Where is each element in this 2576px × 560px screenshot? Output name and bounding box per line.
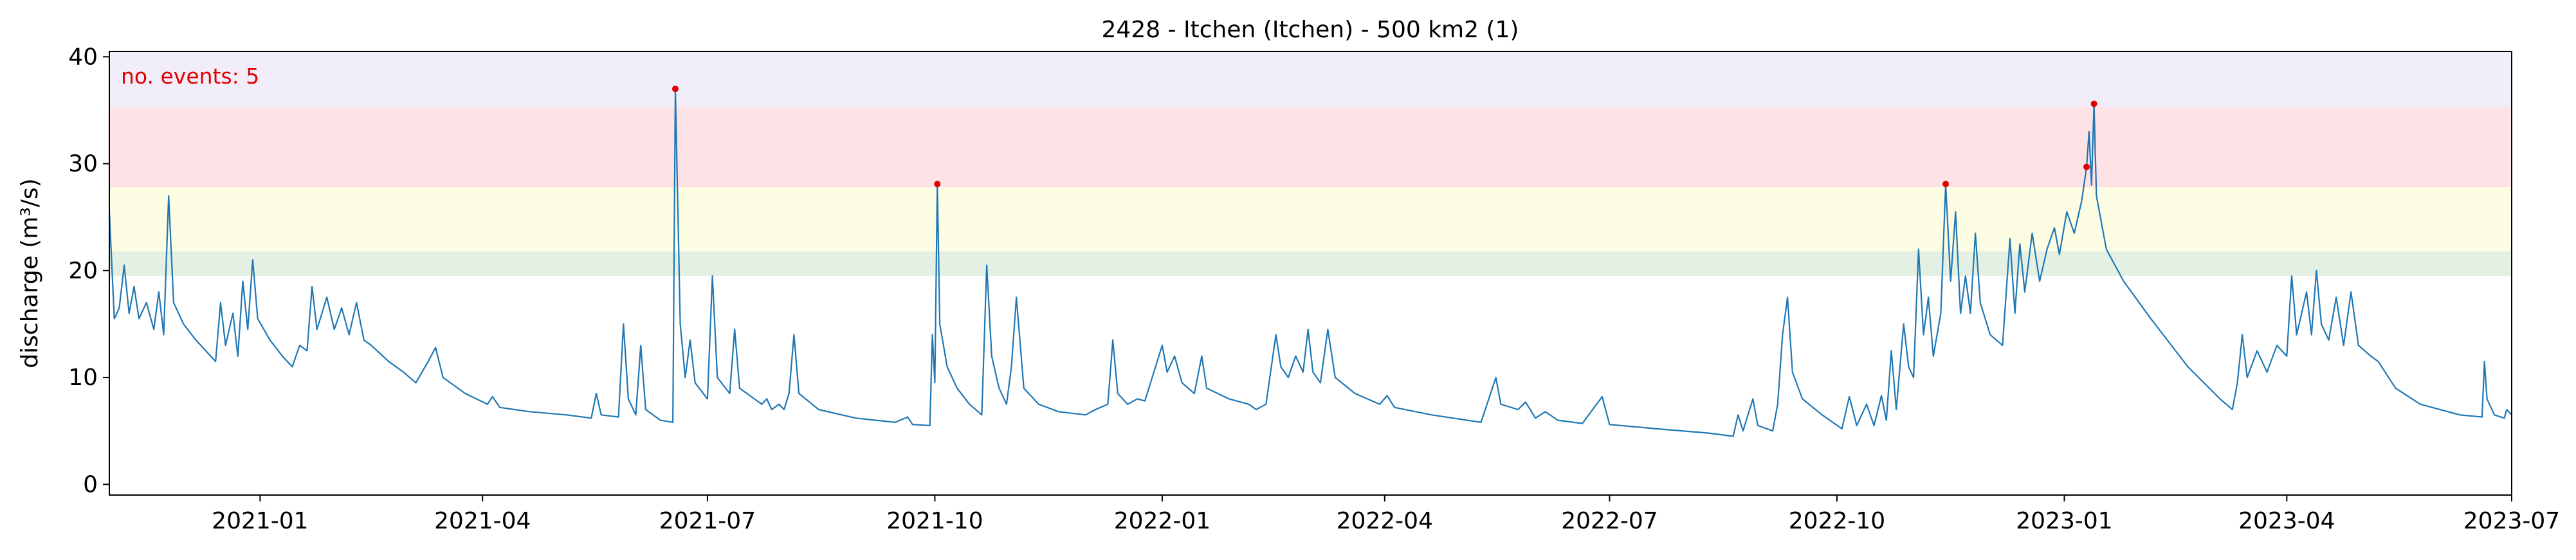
event-marker-3 — [1942, 181, 1950, 188]
y-axis-label: discharge (m³/s) — [17, 178, 43, 368]
x-tick-label-2021-10: 2021-10 — [886, 508, 983, 534]
x-tick-label-2022-07: 2022-07 — [1561, 508, 1658, 534]
x-axis-ticks: 2021-01 2021-04 2021-07 2021-10 2022-01 2022-… — [212, 495, 2560, 534]
discharge-line-1 — [108, 88, 2512, 437]
event-marker-2 — [934, 181, 941, 188]
x-tick-label-2021-01: 2021-01 — [212, 508, 308, 534]
event-count-annotation: no. events: 5 — [121, 64, 259, 89]
y-tick-label-40: 40 — [68, 44, 98, 70]
event-marker-4 — [2083, 163, 2090, 170]
threshold-band-4 — [109, 51, 2512, 107]
y-tick-label-0: 0 — [83, 471, 98, 498]
y-tick-label-10: 10 — [68, 365, 98, 391]
discharge-series — [108, 88, 2512, 437]
event-markers — [671, 86, 2097, 188]
event-marker-1 — [671, 86, 679, 93]
x-tick-label-2022-10: 2022-10 — [1789, 508, 1885, 534]
x-tick-label-2022-01: 2022-01 — [1114, 508, 1210, 534]
y-tick-label-20: 20 — [68, 258, 98, 284]
x-tick-label-2023-04: 2023-04 — [2238, 508, 2335, 534]
x-tick-label-2021-04: 2021-04 — [434, 508, 531, 534]
x-tick-label-2023-07: 2023-07 — [2463, 508, 2560, 534]
chart-title: 2428 - Itchen (Itchen) - 500 km2 (1) — [1102, 17, 1519, 43]
y-tick-label-30: 30 — [68, 151, 98, 177]
threshold-bands — [109, 51, 2512, 276]
x-tick-label-2021-07: 2021-07 — [659, 508, 756, 534]
x-tick-label-2023-01: 2023-01 — [2016, 508, 2112, 534]
x-tick-label-2022-04: 2022-04 — [1337, 508, 1433, 534]
y-axis-ticks: 0 10 20 30 40 — [68, 44, 109, 498]
threshold-band-3 — [109, 107, 2512, 188]
plot-frame — [109, 51, 2512, 496]
threshold-band-2 — [109, 187, 2512, 251]
event-marker-5 — [2090, 100, 2097, 107]
threshold-band-1 — [109, 251, 2512, 276]
